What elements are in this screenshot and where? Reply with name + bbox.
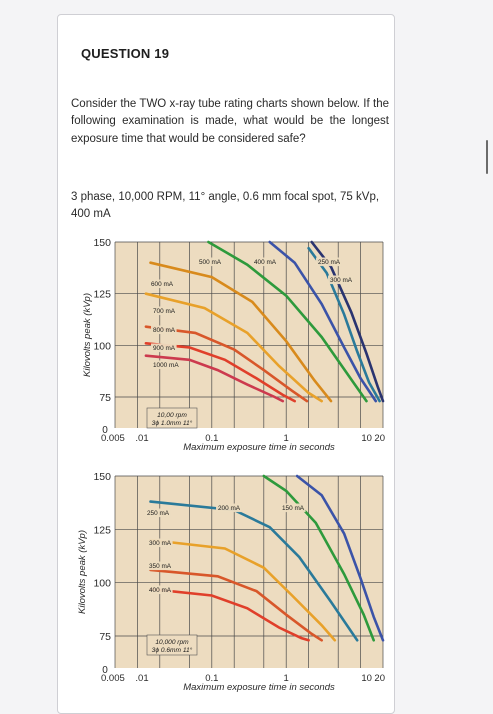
x-axis-label: Maximum exposure time in seconds (183, 442, 335, 453)
y-tick-label: 150 (93, 471, 111, 483)
series-label-150-ma: 150 mA (280, 503, 306, 513)
series-line-800-ma (144, 325, 309, 403)
scrollbar-thumb[interactable] (486, 140, 488, 174)
series-label-text: 300 mA (149, 540, 172, 547)
y-zero-label: 0 (102, 665, 108, 676)
series-line-1000-ma (144, 354, 285, 403)
series-label-box (316, 257, 342, 267)
x-tick-label: .01 (135, 673, 148, 684)
y-axis-label: Kilovolts peak (kVp) (77, 530, 88, 614)
series-label-text: 150 mA (282, 505, 305, 512)
series-label-text: 250 mA (147, 510, 170, 517)
y-tick-label: 125 (93, 524, 111, 536)
series-label-text: 250 mA (318, 259, 341, 266)
series-label-box (252, 257, 278, 267)
series-label-box (147, 538, 173, 548)
y-tick-label: 75 (99, 392, 111, 404)
series-label-text: 800 mA (153, 327, 176, 334)
series-line-600-ma (149, 261, 333, 403)
series-label-box (149, 279, 175, 289)
annotation-line: 10,000 rpm (155, 639, 189, 646)
series-label-box (197, 257, 223, 267)
series-label-box (147, 585, 173, 595)
series-label-box (216, 503, 242, 513)
annotation-box (146, 407, 198, 429)
series-label-300-ma: 300 mA (147, 538, 173, 548)
x-axis-label: Maximum exposure time in seconds (183, 682, 335, 693)
series-label-800-ma: 800 mA (151, 325, 177, 335)
series-line-300-ma (149, 538, 337, 642)
y-tick-label: 75 (99, 631, 111, 643)
series-label-text: 700 mA (153, 308, 176, 315)
question-text: Consider the TWO x-ray tube rating chart… (71, 98, 389, 145)
x-tick-label: 10 (361, 673, 372, 684)
series-line-900-ma (144, 342, 296, 403)
series-label-box (145, 508, 171, 518)
x-tick-label: 1 (284, 433, 289, 444)
x-tick-label: 0.005 (101, 673, 125, 684)
series-label-300-ma: 300 mA (328, 275, 354, 285)
series-label-400-ma: 400 mA (147, 585, 173, 595)
y-tick-label: 150 (93, 237, 111, 249)
annotation-box (146, 634, 198, 656)
series-label-box (151, 325, 177, 335)
series-line-400-ma (268, 240, 378, 403)
series-label-text: 300 mA (330, 277, 353, 284)
series-label-350-ma: 350 mA (147, 561, 173, 571)
x-tick-label: 0.1 (205, 433, 218, 444)
rating-chart-2: 200 mA 150 mA 250 mA 300 mA 350 mA 400 mA 10,0… (77, 471, 385, 693)
series-label-250-ma: 250 mA (316, 257, 342, 267)
question-parameters: 3 phase, 10,000 RPM, 11° angle, 0.6 mm f… (71, 191, 380, 221)
series-label-text: 350 mA (149, 563, 172, 570)
annotation-line: 3ϕ 0.6mm 11° (152, 646, 193, 654)
series-label-box (280, 503, 306, 513)
series-label-text: 900 mA (153, 345, 176, 352)
x-tick-label: .01 (135, 433, 148, 444)
series-label-box (151, 360, 181, 370)
series-label-900-ma: 900 mA (151, 343, 177, 353)
series-label-box (147, 561, 173, 571)
series-line-700-ma (144, 292, 323, 403)
series-label-600-ma: 600 mA (149, 279, 175, 289)
series-label-1000-ma: 1000 mA (151, 360, 181, 370)
series-label-250-ma: 250 mA (145, 508, 171, 518)
series-label-200-ma: 200 mA (216, 503, 242, 513)
series-label-box (151, 343, 177, 353)
x-tick-label: 0.1 (205, 673, 218, 684)
series-label-700-ma: 700 mA (151, 306, 177, 316)
series-label-text: 600 mA (151, 281, 174, 288)
y-zero-label: 0 (102, 425, 108, 436)
series-label-500-ma: 500 mA (197, 257, 223, 267)
x-tick-label: 10 (361, 433, 372, 444)
series-label-text: 400 mA (149, 587, 172, 594)
series-label-box (151, 306, 177, 316)
series-label-box (328, 275, 354, 285)
x-tick-label: 20 (374, 673, 385, 684)
x-tick-label: 1 (284, 673, 289, 684)
series-line-500-ma (207, 240, 368, 403)
series-label-text: 1000 mA (153, 362, 179, 369)
rating-chart-1: 500 mA 400 mA 250 mA 300 mA 600 mA 700 mA 800 … (82, 237, 385, 453)
series-label-text: 500 mA (199, 259, 222, 266)
annotation-line: 10,00 rpm (157, 412, 187, 419)
y-tick-label: 100 (93, 578, 111, 590)
series-line-200-ma (262, 474, 375, 642)
annotation-line: 3ϕ 1.0mm 11° (152, 419, 193, 427)
series-line-150-ma (295, 474, 385, 642)
y-axis-label: Kilovolts peak (kVp) (82, 293, 93, 377)
series-line-350-ma (149, 568, 323, 642)
series-label-text: 400 mA (254, 259, 277, 266)
series-label-400-ma: 400 mA (252, 257, 278, 267)
series-label-text: 200 mA (218, 505, 241, 512)
y-tick-label: 100 (93, 340, 111, 352)
series-line-300-ma (307, 246, 381, 403)
question-title: QUESTION 19 (81, 46, 170, 61)
x-tick-label: 20 (374, 433, 385, 444)
y-tick-label: 125 (93, 289, 111, 301)
series-line-400-ma (149, 587, 310, 642)
x-tick-label: 0.005 (101, 433, 125, 444)
